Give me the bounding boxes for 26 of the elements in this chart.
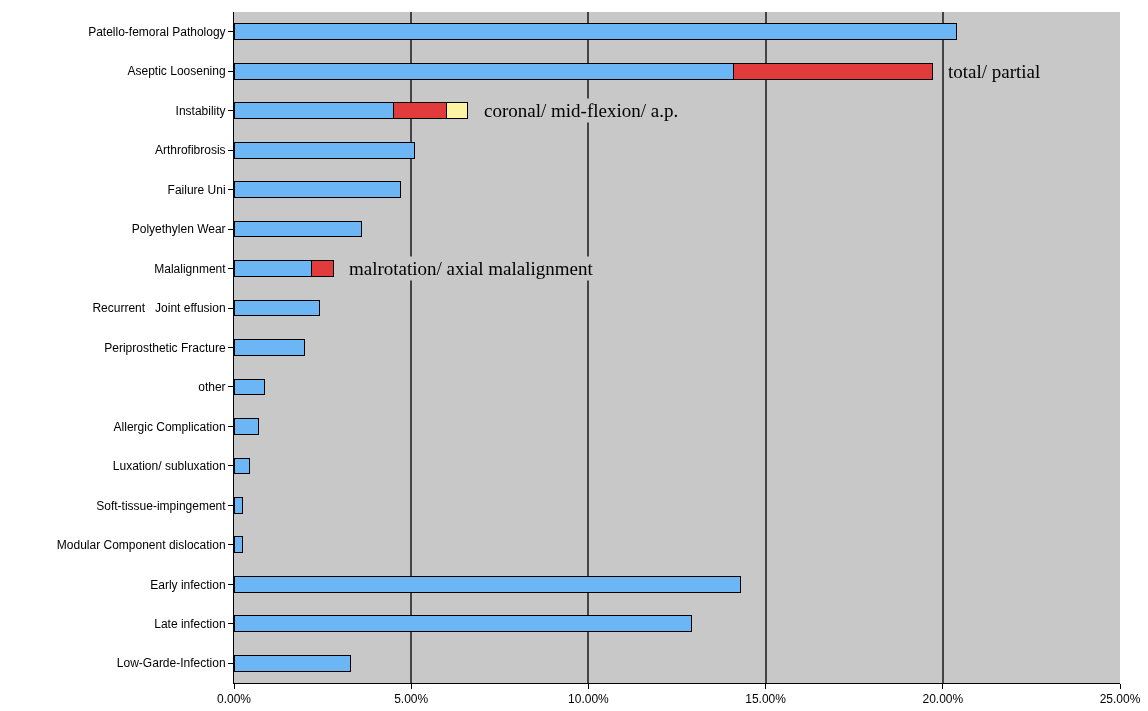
x-tick-label: 10.00% bbox=[568, 692, 610, 707]
x-tick-label: 15.00% bbox=[745, 692, 787, 707]
x-tick-label: 5.00% bbox=[394, 692, 429, 707]
y-tick-label: Allergic Complication bbox=[113, 419, 226, 434]
y-tick-label: Periprosthetic Fracture bbox=[104, 340, 226, 355]
y-tick-label: Low-Garde-Infection bbox=[116, 656, 226, 671]
y-tick-label: Instability bbox=[175, 103, 226, 118]
x-tick-label: 20.00% bbox=[922, 692, 964, 707]
x-tick-label: 0.00% bbox=[216, 692, 252, 707]
y-tick-label: Failure Uni bbox=[167, 182, 226, 197]
y-tick-label: Early infection bbox=[150, 577, 226, 592]
y-tick-label: Recurrent Joint effusion bbox=[92, 301, 226, 316]
y-tick-label: Modular Component dislocation bbox=[56, 538, 226, 553]
y-tick-label: Polyethylen Wear bbox=[131, 222, 226, 237]
y-tick-label: Arthrofibrosis bbox=[154, 143, 226, 158]
y-tick-label: Soft-tissue-impingement bbox=[96, 498, 227, 513]
y-tick-label: Aseptic Loosening bbox=[127, 64, 226, 79]
y-tick-label: Late infection bbox=[154, 616, 226, 631]
y-tick-label: Luxation/ subluxation bbox=[112, 459, 226, 474]
annotation: total/ partial bbox=[948, 61, 1041, 82]
annotation: coronal/ mid-flexion/ a.p. bbox=[484, 100, 679, 121]
annotation: malrotation/ axial malalignment bbox=[349, 258, 594, 279]
y-tick-label: other bbox=[198, 380, 226, 395]
x-tick-label: 25.00% bbox=[1099, 692, 1141, 707]
y-tick-label: Patello-femoral Pathology bbox=[88, 24, 226, 39]
y-tick-label: Malalignment bbox=[154, 261, 227, 276]
